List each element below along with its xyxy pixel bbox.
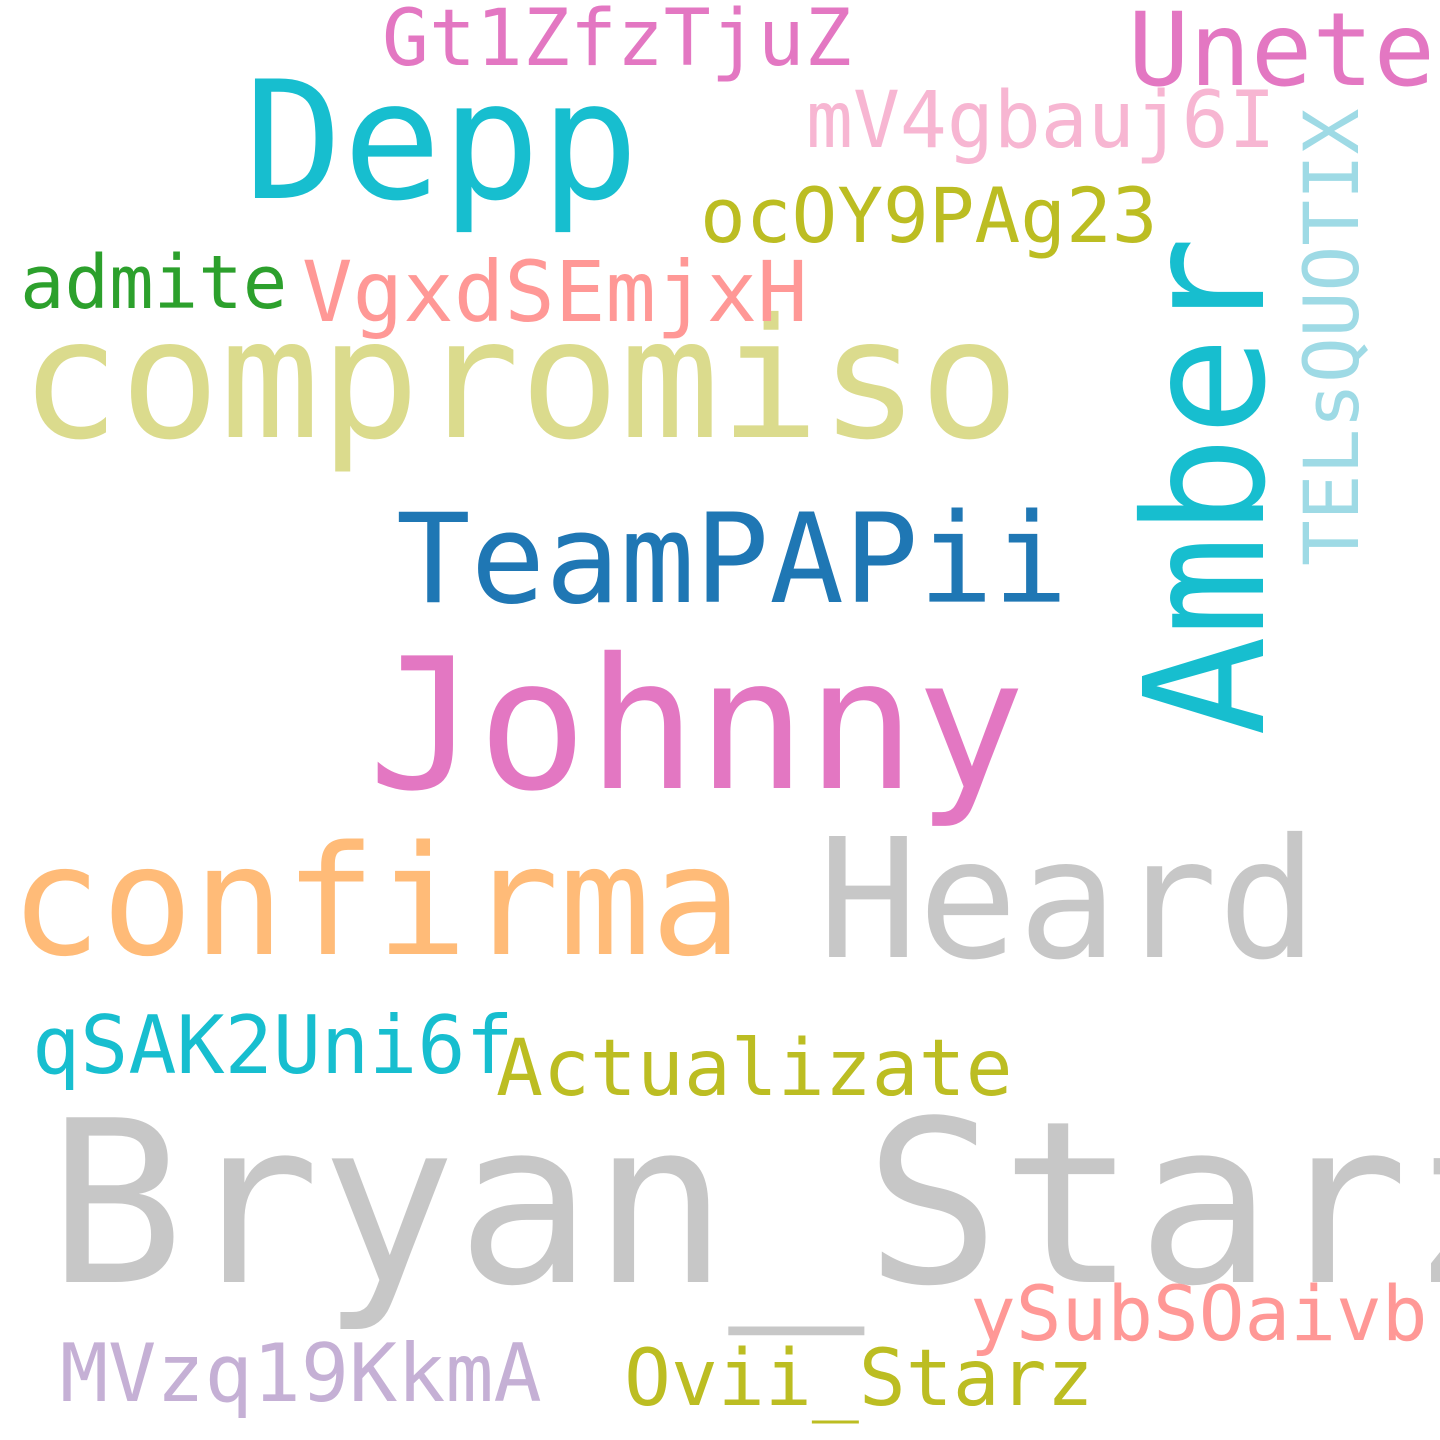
word-compromiso: compromiso (20, 284, 1020, 477)
word-vgxdsemjxh: VgxdSEmjxH (302, 243, 808, 341)
word-unete: Unete (1128, 0, 1436, 110)
word-qsak2uni6f: qSAK2Uni6f (32, 999, 514, 1092)
word-telsquotix: TELsQUOTIX (1287, 108, 1376, 566)
word-bryan-starz: Bryan_Starz (48, 1073, 1440, 1336)
word-gt1zfztjuz: Gt1ZfzTjuZ (382, 0, 852, 84)
word-ovii-starz: Ovii_Starz (624, 1334, 1094, 1424)
word-actualizate: Actualizate (496, 1024, 1013, 1114)
word-amber: Amber (1110, 236, 1303, 736)
word-mv4gbauj6i: mV4gbauj6I (806, 76, 1276, 166)
word-johnny: Johnny (368, 619, 1026, 831)
word-ysubs0aivb: ySubSOaivb (970, 1269, 1428, 1358)
word-teampapii: TeamPAPii (396, 488, 1068, 632)
word-mvzq19kkma: MVzq19KkmA (60, 1327, 542, 1420)
word-admite: admite (20, 240, 288, 326)
word-oc0y9pag23: ocOY9PAg23 (700, 171, 1158, 260)
word-confirma: confirma (10, 813, 743, 990)
word-depp: Depp (244, 46, 639, 237)
word-heard: Heard (818, 804, 1318, 997)
